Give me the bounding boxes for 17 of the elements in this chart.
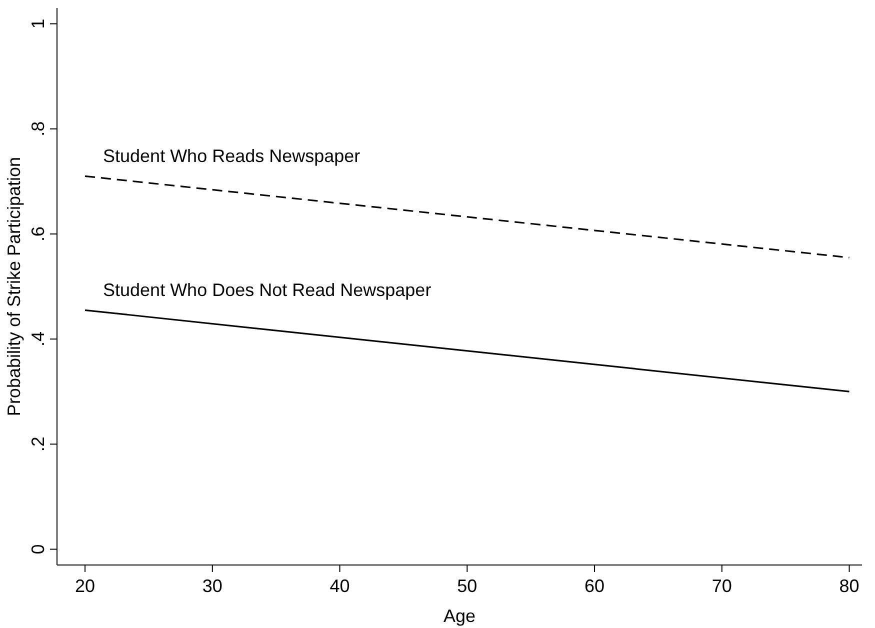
x-tick-label: 30 bbox=[202, 576, 222, 596]
y-tick-label: .8 bbox=[28, 121, 48, 136]
y-axis-title: Probability of Strike Participation bbox=[4, 156, 24, 416]
x-axis-title: Age bbox=[443, 606, 476, 626]
y-tick-label: 1 bbox=[28, 18, 48, 29]
y-tick-label: 0 bbox=[28, 544, 48, 554]
series-label: Student Who Does Not Read Newspaper bbox=[103, 280, 432, 300]
x-tick-label: 80 bbox=[839, 576, 860, 596]
series-label: Student Who Reads Newspaper bbox=[103, 146, 360, 166]
x-tick-label: 20 bbox=[75, 576, 96, 596]
x-tick-label: 40 bbox=[330, 576, 350, 596]
x-tick-label: 60 bbox=[584, 576, 605, 596]
y-tick-label: .6 bbox=[28, 226, 48, 242]
y-tick-label: .4 bbox=[28, 332, 48, 347]
x-tick-label: 70 bbox=[712, 576, 732, 596]
y-tick-label: .2 bbox=[28, 436, 48, 452]
x-tick-label: 50 bbox=[457, 576, 478, 596]
